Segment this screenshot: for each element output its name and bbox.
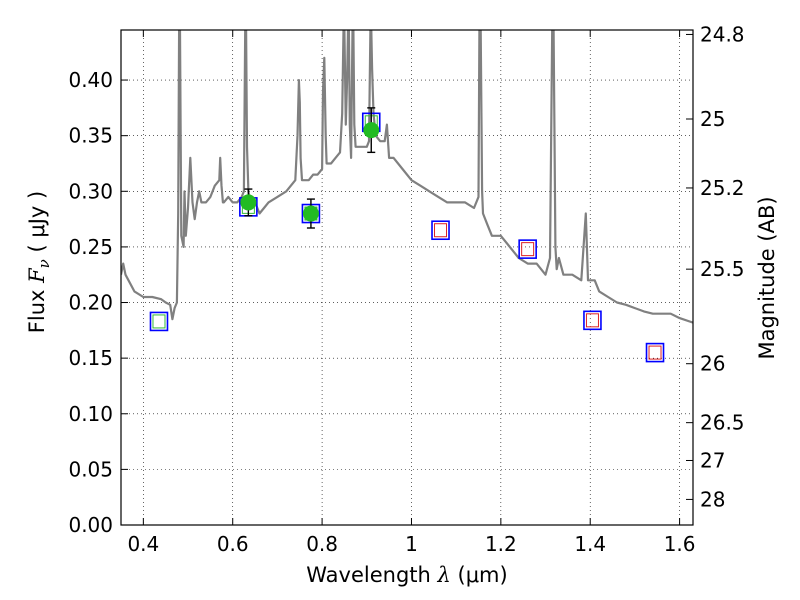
- y-tick-label: 0.00: [68, 513, 113, 537]
- y-tick-label: 0.35: [68, 124, 113, 148]
- model-box-lower: [149, 311, 169, 332]
- y2-tick-label: 25.5: [700, 257, 745, 281]
- y-tick-label: 0.10: [68, 402, 113, 426]
- model-box-inner-upper: [521, 242, 535, 257]
- model-box-inner-upper: [434, 223, 448, 238]
- x-tick-label: 0.4: [127, 532, 159, 556]
- x-tick-label: 1.6: [664, 532, 696, 556]
- template-spectrum-line: [121, 30, 693, 324]
- y2-tick-label: 25: [700, 107, 725, 131]
- y2-axis-label: Magnitude (AB): [755, 196, 779, 359]
- x-axis-label-unit: (μm): [451, 563, 508, 587]
- y-axis-label: Flux Fν ( μJy ): [25, 191, 53, 333]
- observed-points-layer: [240, 107, 380, 229]
- x-tick-label: 0.8: [306, 532, 338, 556]
- y-tick-label: 0.20: [68, 291, 113, 315]
- y-axis-label-symbol: F: [25, 267, 49, 284]
- y2-tick-label: 27: [700, 448, 725, 472]
- y2-tick-label: 26.5: [700, 411, 745, 435]
- y-axis-label-unit: ( μJy ): [25, 191, 49, 259]
- model-box-upper: [431, 220, 450, 241]
- y-tick-label: 0.05: [68, 457, 113, 481]
- x-axis-label: Wavelength λ (μm): [306, 563, 507, 587]
- observed-point: [240, 194, 257, 211]
- y-axis-label-subscript: ν: [35, 259, 53, 268]
- y2-tick-label: 28: [700, 487, 725, 511]
- y-tick-label: 0.25: [68, 235, 113, 259]
- x-tick-label: 1: [405, 532, 418, 556]
- template-spectrum-layer: [121, 30, 693, 324]
- x-axis-label-prefix: Wavelength: [306, 563, 437, 587]
- y-axis-label-prefix: Flux: [25, 283, 49, 333]
- y-tick-label: 0.40: [68, 68, 113, 92]
- x-tick-label: 1.2: [485, 532, 517, 556]
- model-box-upper: [645, 342, 665, 363]
- x-tick-label: 1.4: [574, 532, 606, 556]
- model-box-upper: [583, 310, 602, 331]
- model-box-inner-upper: [585, 313, 599, 328]
- y-axis-ticks: 0.00 0.05 0.10 0.15 0.20 0.25 0.30 0.35 0.40: [68, 68, 128, 537]
- plot-area: [121, 30, 693, 363]
- x-tick-label: 0.6: [217, 532, 249, 556]
- plot-frame: [120, 29, 694, 526]
- x-axis-label-symbol: λ: [437, 563, 451, 587]
- y-tick-label: 0.30: [68, 179, 113, 203]
- x-axis-ticks: 0.4 0.6 0.8 1 1.2 1.4 1.6: [127, 30, 696, 556]
- y2-axis-ticks: 24.8 25 25.2 25.5 26 26.5 27 28: [686, 22, 745, 511]
- y2-tick-label: 26: [700, 352, 725, 376]
- model-box-inner-lower: [152, 314, 166, 329]
- observed-point: [302, 205, 319, 222]
- model-box-inner-upper: [648, 345, 662, 360]
- y2-tick-label: 25.2: [700, 176, 745, 200]
- observed-point: [363, 122, 380, 139]
- y-tick-label: 0.15: [68, 346, 113, 370]
- y2-tick-label: 24.8: [700, 22, 745, 46]
- model-box-upper: [518, 239, 537, 259]
